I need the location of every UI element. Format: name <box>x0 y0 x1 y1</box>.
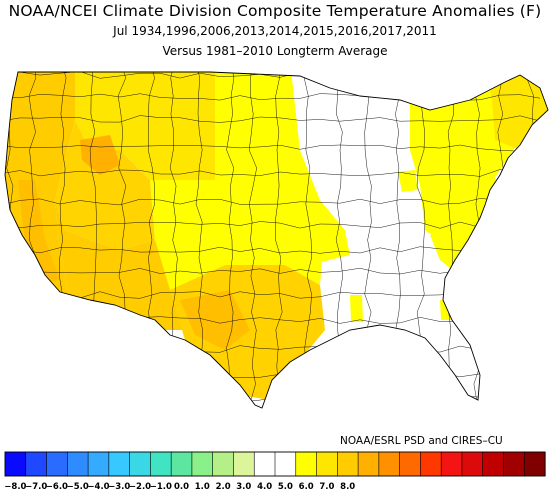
division-boundary <box>5 198 541 206</box>
color-swatch <box>170 451 193 477</box>
region-california-coast-hot <box>18 180 60 285</box>
color-swatch <box>25 451 48 477</box>
colorbar-tick-label: 7.0 <box>319 482 334 492</box>
color-swatch <box>378 451 401 477</box>
colorbar-tick-label: 6.0 <box>299 482 314 492</box>
baseline-label: Versus 1981–2010 Longterm Average <box>162 44 388 58</box>
color-swatch <box>482 451 505 477</box>
division-boundary <box>5 246 541 254</box>
colorbar-tick-label: 1.0 <box>195 482 210 492</box>
colorbar-tick-label: 2.0 <box>216 482 231 492</box>
colorbar-tick-label: −3.0 <box>108 482 130 492</box>
color-swatch <box>461 451 484 477</box>
colorbar-tick-label: 8.0 <box>340 482 355 492</box>
region-ohio-warm <box>398 170 418 192</box>
colorbar-tick-label: 5.0 <box>278 482 293 492</box>
division-boundary <box>5 221 541 229</box>
color-swatch <box>503 451 525 477</box>
colorbar-tick-label: −2.0 <box>129 482 151 492</box>
region-midwest-ohio-valley <box>300 150 425 255</box>
region-texas <box>170 265 325 400</box>
us-climate-division-map <box>0 71 549 426</box>
division-boundary <box>447 72 456 408</box>
color-scale-legend: −8.0−7.0−6.0−5.0−4.0−3.0−2.0−1.0 0.0 1.0 2.… <box>4 451 546 492</box>
colorbar-tick-label: 4.0 <box>257 482 272 492</box>
color-swatch <box>295 451 318 477</box>
division-boundary <box>5 267 541 275</box>
region-upper-midwest <box>290 72 410 170</box>
colorbar-tick-label: −8.0 <box>4 482 26 492</box>
division-boundary <box>5 169 541 177</box>
color-swatch <box>399 451 421 477</box>
color-swatch <box>316 451 338 477</box>
color-swatch <box>357 451 380 477</box>
colorbar-tick-label: −1.0 <box>150 482 172 492</box>
color-swatch <box>191 451 214 477</box>
colorbar-tick-label: −7.0 <box>25 482 47 492</box>
color-swatch <box>233 451 255 477</box>
region-idaho-hotspot <box>80 135 120 175</box>
color-swatch <box>337 451 359 477</box>
colorbar-tick-label: −4.0 <box>87 482 109 492</box>
color-swatch <box>150 451 172 477</box>
color-swatch <box>87 451 110 477</box>
region-new-england <box>485 72 548 150</box>
color-swatch <box>253 451 276 477</box>
color-swatch <box>440 451 463 477</box>
colorbar-tick-label: 3.0 <box>236 482 251 492</box>
colorbar-tick-label: 0.0 <box>174 482 189 492</box>
colorbar-frame <box>4 451 546 477</box>
region-mississippi-warm <box>350 295 363 322</box>
region-great-basin <box>55 120 155 250</box>
colorbar-tick-label: −6.0 <box>46 482 68 492</box>
division-boundary <box>5 144 541 152</box>
map-title: NOAA/NCEI Climate Division Composite Tem… <box>8 2 542 20</box>
color-swatch <box>67 451 89 477</box>
color-swatch <box>274 451 297 477</box>
colorbar-tick-label: −5.0 <box>67 482 89 492</box>
division-boundary <box>5 115 541 123</box>
data-credit: NOAA/ESRL PSD and CIRES–CU <box>340 435 503 447</box>
division-boundary <box>226 72 235 408</box>
color-swatch <box>46 451 68 477</box>
color-swatch <box>108 451 131 477</box>
color-swatch <box>523 451 546 477</box>
color-swatch <box>212 451 235 477</box>
color-swatch <box>420 451 442 477</box>
division-boundary <box>5 395 541 403</box>
division-boundary <box>0 419 540 426</box>
region-west-texas-hot <box>180 290 250 350</box>
division-boundary <box>274 72 283 408</box>
division-boundary <box>248 72 257 408</box>
composite-years: Jul 1934,1996,2006,2013,2014,2015,2016,2… <box>113 24 437 38</box>
color-swatch <box>4 451 27 477</box>
color-swatch <box>129 451 151 477</box>
